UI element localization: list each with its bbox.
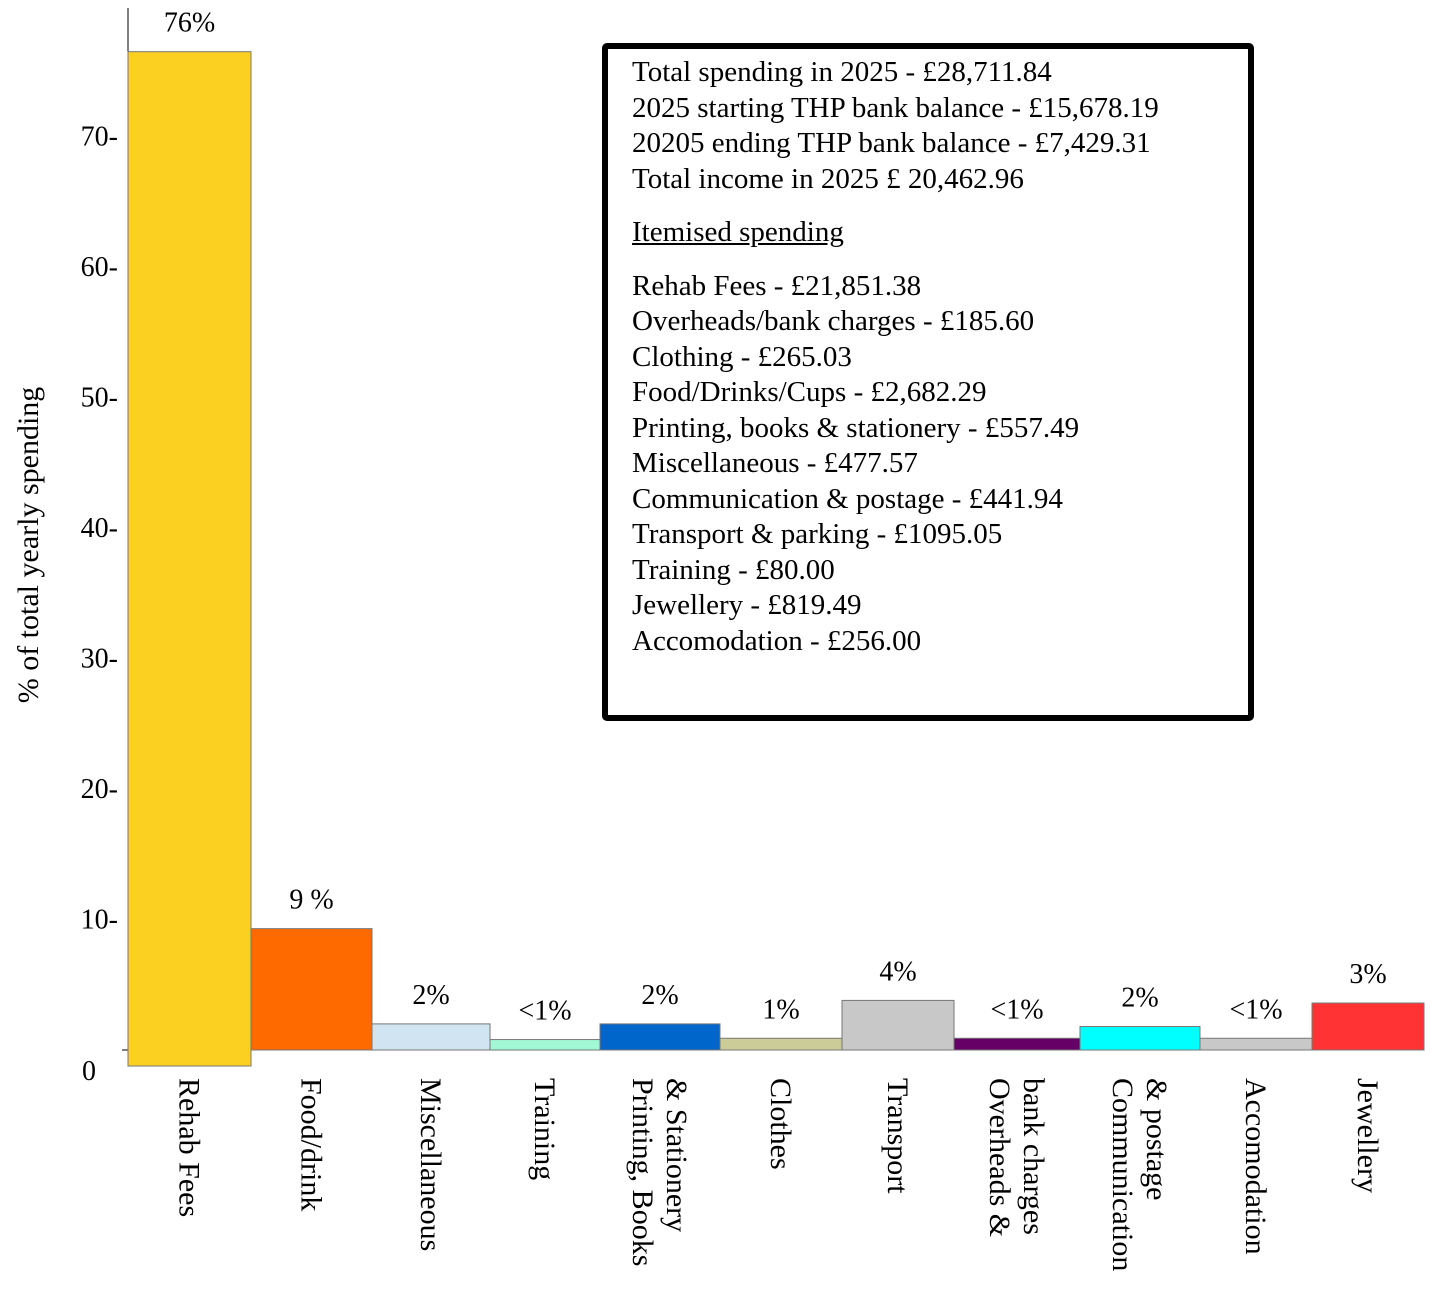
y-axis-ticks: 70- 60- 50- 40- 30- 20- 10- 0 xyxy=(81,122,128,1087)
itemised-line: Overheads/bank charges - £185.60 xyxy=(632,305,1035,337)
x-tick-label: Rehab Fees xyxy=(173,1078,206,1217)
x-tick-label: Food/drink xyxy=(295,1078,328,1211)
itemised-list: Rehab Fees - £21,851.38 Overheads/bank ch… xyxy=(632,269,1240,660)
x-axis-labels-group: Rehab Fees Food/drink Miscellaneous Trainin… xyxy=(173,1078,1385,1271)
x-tick-label-line: Printing, Books xyxy=(626,1078,659,1266)
bar xyxy=(371,1023,491,1051)
x-tick-label: Jewellery xyxy=(1351,1078,1384,1193)
x-tick-label-line: Jewellery xyxy=(1351,1078,1384,1193)
x-tick-label: Miscellaneous xyxy=(414,1078,447,1251)
x-tick-label-line: Food/drink xyxy=(295,1078,328,1211)
x-tick-label: Communication & postage xyxy=(1106,1078,1173,1271)
bar-value-label: <1% xyxy=(518,996,571,1027)
y-tick-label: 0 xyxy=(82,1056,96,1087)
x-tick-label-line: Communication xyxy=(1106,1078,1139,1271)
itemised-line: Jewellery - £819.49 xyxy=(632,589,862,621)
y-tick-label: 70- xyxy=(81,122,118,153)
bar-value-label: 3% xyxy=(1349,959,1386,990)
value-labels-group: 76% 9 % 2% <1% 2% 1% 4% <1% 2% <1% 3% xyxy=(164,8,1387,1027)
bar xyxy=(719,1037,843,1051)
y-axis-label: % of total yearly spending xyxy=(12,387,45,704)
x-tick-label: Printing, Books & Stationery xyxy=(626,1078,693,1266)
itemised-line: Accomodation - £256.00 xyxy=(632,624,922,657)
bar xyxy=(127,51,252,1067)
itemised-line: Miscellaneous - £477.57 xyxy=(632,447,918,479)
itemised-line: Communication & postage - £441.94 xyxy=(632,482,1063,515)
x-tick-label-line: & postage xyxy=(1140,1078,1173,1200)
y-tick-label: 20- xyxy=(81,774,118,805)
bar xyxy=(250,928,373,1051)
x-tick-label: Clothes xyxy=(764,1078,797,1170)
summary-lines: Total spending in 2025 - £28,711.84 2025 … xyxy=(632,55,1240,197)
x-tick-label: Training xyxy=(528,1078,561,1180)
itemised-line: Transport & parking - £1095.05 xyxy=(632,518,1003,550)
bar xyxy=(599,1023,721,1051)
bar xyxy=(489,1039,601,1051)
bar-value-label: <1% xyxy=(990,994,1043,1025)
bar-value-label: 2% xyxy=(641,980,678,1011)
bar xyxy=(1199,1037,1313,1051)
itemised-line: Food/Drinks/Cups - £2,682.29 xyxy=(632,376,987,408)
itemised-line: Printing, books & stationery - £557.49 xyxy=(632,411,1080,444)
bar xyxy=(1311,1002,1425,1051)
bar-value-label: <1% xyxy=(1229,994,1282,1025)
x-tick-label-line: & Stationery xyxy=(660,1078,693,1232)
bar-value-label: 2% xyxy=(1121,983,1158,1014)
y-tick-label: 40- xyxy=(81,513,118,544)
bar-value-label: 76% xyxy=(164,8,215,39)
x-tick-label-line: Overheads & xyxy=(983,1078,1016,1237)
x-tick-label: Transport xyxy=(881,1078,914,1194)
x-tick-label-line: Clothes xyxy=(764,1078,797,1170)
bars-group xyxy=(127,51,1425,1067)
x-tick-label-line: Training xyxy=(528,1078,561,1180)
y-tick-label: 30- xyxy=(81,644,118,675)
summary-line: Total income in 2025 £ 20,462.96 xyxy=(632,162,1024,195)
itemised-line: Training - £80.00 xyxy=(632,553,835,586)
x-tick-label: Overheads & bank charges xyxy=(983,1078,1050,1237)
x-tick-label-line: Transport xyxy=(881,1078,914,1194)
itemised-line: Clothing - £265.03 xyxy=(632,340,852,373)
x-tick-label-line: Rehab Fees xyxy=(173,1078,206,1217)
bar-value-label: 4% xyxy=(879,956,916,987)
summary-line: 2025 starting THP bank balance - £15,678… xyxy=(632,91,1159,124)
y-tick-label: 10- xyxy=(81,905,118,936)
bar xyxy=(841,999,955,1051)
itemised-line: Rehab Fees - £21,851.38 xyxy=(632,269,922,302)
x-tick-label: Accomodation xyxy=(1239,1078,1272,1255)
summary-line: Total spending in 2025 - £28,711.84 xyxy=(632,56,1052,88)
spending-summary-box: Total spending in 2025 - £28,711.84 2025 … xyxy=(602,43,1254,721)
x-tick-label-line: bank charges xyxy=(1017,1078,1050,1235)
itemised-heading: Itemised spending xyxy=(632,216,844,248)
bar-value-label: 2% xyxy=(412,980,449,1011)
y-tick-label: 50- xyxy=(81,383,118,414)
bar-value-label: 1% xyxy=(762,994,799,1025)
x-tick-label-line: Accomodation xyxy=(1239,1078,1272,1255)
y-tick-label: 60- xyxy=(81,252,118,283)
bar-value-label: 9 % xyxy=(289,885,333,916)
bar xyxy=(1079,1026,1201,1051)
x-tick-label-line: Miscellaneous xyxy=(414,1078,447,1251)
bar xyxy=(953,1037,1081,1051)
summary-line: 20205 ending THP bank balance - £7,429.3… xyxy=(632,127,1151,159)
